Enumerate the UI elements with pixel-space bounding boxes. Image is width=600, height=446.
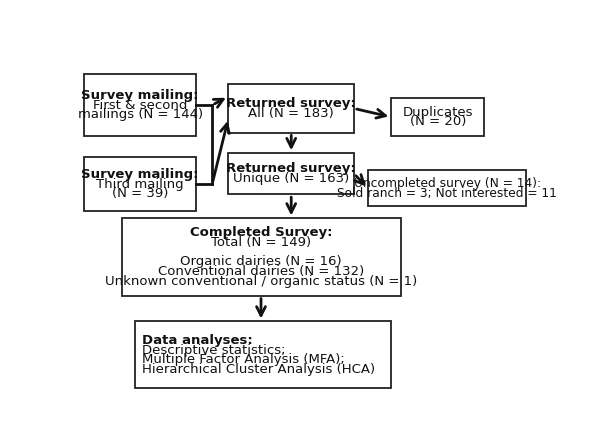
Text: Unknown conventional / organic status (N = 1): Unknown conventional / organic status (N… (105, 275, 417, 288)
FancyBboxPatch shape (84, 74, 196, 136)
FancyBboxPatch shape (121, 219, 401, 296)
Text: Completed Survey:: Completed Survey: (190, 227, 332, 240)
FancyBboxPatch shape (84, 157, 196, 211)
Text: Survey mailing:: Survey mailing: (82, 89, 199, 102)
Text: Conventional dairies (N = 132): Conventional dairies (N = 132) (158, 265, 364, 278)
Text: First & second: First & second (93, 99, 187, 112)
Text: (N = 20): (N = 20) (410, 116, 466, 128)
Text: Returned survey:: Returned survey: (226, 162, 356, 175)
Text: Survey mailing:: Survey mailing: (82, 168, 199, 181)
FancyBboxPatch shape (229, 153, 354, 194)
Text: Total (N = 149): Total (N = 149) (211, 236, 311, 249)
Text: (N = 39): (N = 39) (112, 187, 168, 200)
Text: Descriptive statistics;: Descriptive statistics; (142, 343, 286, 356)
FancyBboxPatch shape (391, 98, 484, 136)
Text: Uncompleted survey (N = 14):: Uncompleted survey (N = 14): (353, 177, 541, 190)
Text: Duplicates: Duplicates (403, 106, 473, 119)
Text: mailings (N = 144): mailings (N = 144) (77, 108, 203, 121)
Text: Sold ranch = 3; Not interested = 11: Sold ranch = 3; Not interested = 11 (337, 186, 557, 200)
Text: Returned survey:: Returned survey: (226, 97, 356, 110)
Text: Hierarchical Cluster Analysis (HCA): Hierarchical Cluster Analysis (HCA) (142, 363, 376, 376)
FancyBboxPatch shape (229, 84, 354, 132)
Text: Organic dairies (N = 16): Organic dairies (N = 16) (180, 255, 342, 268)
FancyBboxPatch shape (136, 322, 391, 388)
Text: Unique (N = 163): Unique (N = 163) (233, 172, 349, 185)
Text: All (N = 183): All (N = 183) (248, 107, 334, 120)
Text: Data analyses:: Data analyses: (142, 334, 253, 347)
Text: Multiple Factor Analysis (MFA);: Multiple Factor Analysis (MFA); (142, 353, 345, 366)
Text: Third mailing: Third mailing (96, 178, 184, 190)
FancyBboxPatch shape (368, 170, 526, 206)
